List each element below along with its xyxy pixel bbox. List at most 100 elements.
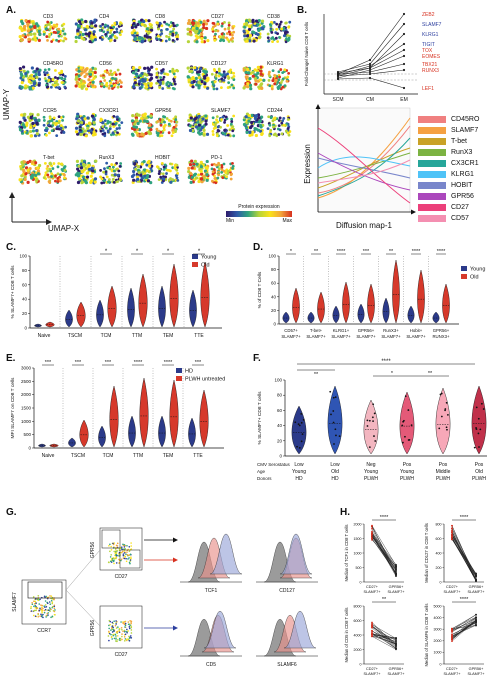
y-tick-label: 80 [271, 267, 277, 272]
umap-point [106, 71, 110, 74]
umap-point [247, 114, 252, 118]
flow-event [35, 609, 37, 612]
y-tick-label: 60 [277, 408, 283, 413]
umap-point [27, 20, 31, 24]
violin-shape [127, 287, 135, 328]
flow-event [123, 543, 126, 546]
flow-event [37, 598, 40, 600]
flow-event [130, 542, 132, 544]
flow-event [111, 627, 113, 629]
umap-point [267, 39, 271, 43]
umap-point [76, 112, 80, 116]
umap-point [105, 161, 109, 165]
umap-point [140, 162, 144, 166]
h-pair-line [371, 636, 397, 640]
umap-point [33, 161, 38, 165]
umap-point [137, 82, 141, 86]
umap-point [220, 168, 224, 172]
flow-event [110, 549, 113, 551]
flow-event [37, 613, 40, 616]
h-point [395, 645, 397, 648]
umap-point [48, 119, 52, 123]
f-group-l1: Low [294, 462, 304, 468]
umap-point [136, 121, 140, 126]
umap-point [163, 20, 166, 24]
umap-point [202, 133, 206, 137]
h-point [395, 570, 397, 572]
y-tick-label: 40 [277, 423, 283, 428]
umap-point [132, 127, 137, 131]
umap-point [22, 125, 27, 129]
umap-point [47, 23, 51, 26]
umap-marker-label: HOBIT [154, 155, 172, 161]
f-group-l2: Young [292, 469, 306, 475]
umap-point [93, 70, 97, 75]
umap-point [20, 19, 24, 24]
flow-event [109, 556, 112, 558]
g-ylabel: GPR56 [90, 620, 96, 637]
umap-point [100, 177, 104, 181]
umap-point [198, 118, 202, 122]
sig-label: * [290, 249, 293, 255]
umap-point [166, 80, 170, 84]
umap-point [246, 85, 250, 89]
umap-point [98, 28, 102, 32]
g-gate [27, 581, 63, 599]
h-point [475, 579, 477, 582]
umap-point [45, 126, 48, 130]
umap-tile: CD4 [70, 12, 125, 45]
umap-point [101, 129, 105, 132]
umap-point [139, 173, 143, 177]
b2-legend-swatch [418, 126, 446, 134]
umap-point [90, 114, 95, 118]
umap-point [194, 76, 198, 80]
flow-event [51, 605, 54, 608]
umap-point [99, 169, 102, 172]
umap-point [108, 127, 112, 131]
umap-point [36, 172, 41, 176]
flow-event [115, 620, 117, 622]
umap-point [260, 82, 264, 86]
flow-event [121, 633, 123, 635]
x-category-label: TTE [193, 453, 203, 459]
flow-event [118, 547, 121, 550]
umap-marker-label: CD3 [42, 14, 55, 20]
h-ylabel: Median of TCF1 in CD8 T cells [344, 524, 349, 581]
umap-point [92, 30, 96, 34]
umap-point [250, 113, 254, 117]
umap-point [87, 32, 91, 37]
umap-marker-label: CD127 [210, 61, 228, 67]
umap-point [257, 116, 261, 120]
f-sig: ** [428, 371, 433, 377]
x-category-label: TEM [163, 453, 174, 459]
umap-point [204, 114, 208, 118]
umap-point [102, 76, 105, 80]
umap-point [77, 69, 81, 73]
flow-event [122, 553, 125, 555]
umap-point [112, 25, 116, 29]
umap-point [163, 123, 167, 127]
flow-event [128, 550, 131, 552]
h-pair-line [451, 614, 477, 629]
umap-point [56, 172, 60, 176]
umap-point [77, 171, 81, 176]
flow-event [125, 557, 127, 560]
umap-point [31, 86, 35, 90]
umap-point [212, 22, 216, 25]
umap-point [244, 70, 248, 74]
umap-marker-label: GPR56 [154, 108, 173, 114]
h-point [451, 633, 453, 636]
umap-point [228, 128, 232, 132]
flow-event [111, 625, 114, 628]
umap-point [194, 176, 199, 180]
umap-point [27, 37, 31, 42]
umap-point [103, 79, 107, 82]
umap-point [91, 36, 95, 40]
umap-point [101, 26, 105, 30]
umap-point [217, 74, 221, 78]
umap-point [171, 129, 175, 132]
umap-point [258, 78, 263, 82]
y-tick-label: 1500 [21, 406, 32, 411]
h-pair-line [371, 533, 397, 577]
